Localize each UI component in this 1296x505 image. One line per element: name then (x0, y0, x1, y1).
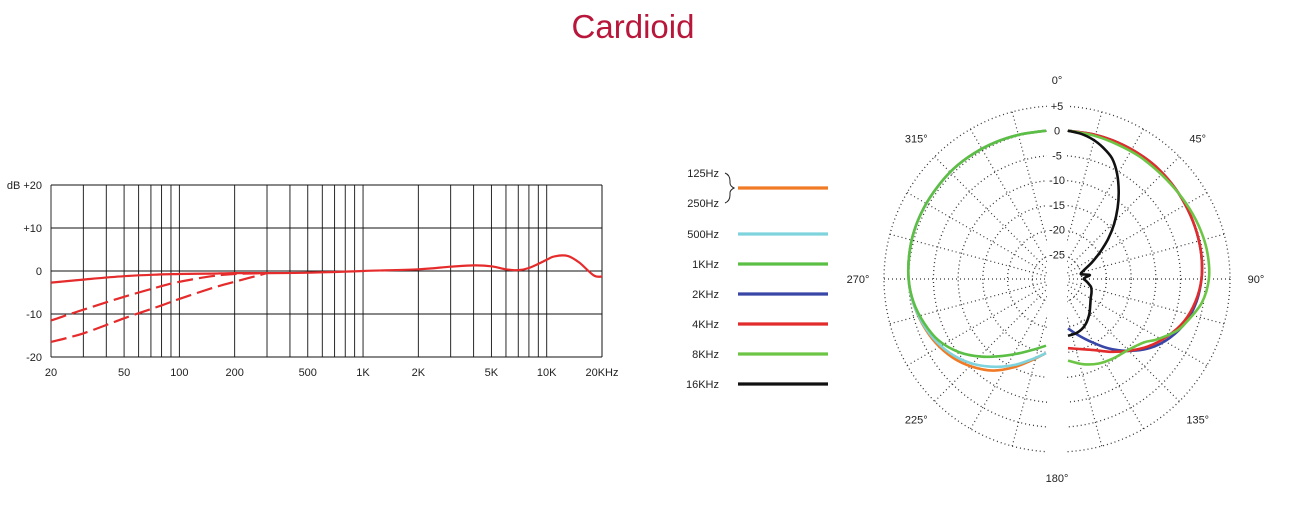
polar-spoke (889, 278, 1058, 325)
legend-brace (724, 172, 736, 204)
polar-spoke (906, 278, 1058, 367)
polar-labels: +5 0 -5 -10 -15 -20 -25 0° 45° 90° 135° 180° 225° 270… (847, 75, 1265, 485)
polar-ring (957, 179, 1157, 379)
chart-title: Cardioid (571, 8, 695, 45)
legend-label: 1KHz (692, 259, 719, 271)
polar-radial-label: -15 (1049, 200, 1065, 212)
legend-label: 8KHz (692, 349, 719, 361)
legend-label: 4KHz (692, 319, 719, 331)
x-tick-label: 2K (412, 367, 426, 379)
freq-series-2 (50, 272, 268, 343)
polar-legend: 125Hz 250Hz 500Hz 1KHz 2KHz 4KHz 8KHz 16KHz (686, 168, 828, 391)
freq-series-0 (50, 254, 603, 284)
polar-ring (932, 154, 1182, 404)
y-tick-label: -10 (26, 309, 42, 321)
polar-spoke (889, 233, 1058, 280)
polar-spoke (1056, 156, 1180, 280)
x-tick-label: 10K (537, 367, 557, 379)
x-tick-label: 1K (356, 367, 370, 379)
frequency-response-curves (50, 254, 603, 343)
freq-series-1 (50, 272, 268, 322)
polar-spoke (934, 278, 1058, 402)
x-tick-label: 5K (485, 367, 499, 379)
y-tick-label: -20 (26, 352, 42, 364)
polar-spoke (906, 191, 1058, 280)
x-tick-label: 200 (225, 367, 243, 379)
polar-center-band (1047, 98, 1067, 460)
polar-angle-label: 135° (1186, 415, 1209, 427)
polar-radial-label: -20 (1049, 225, 1065, 237)
polar-spoke (1056, 191, 1208, 280)
polar-angle-label: 180° (1046, 473, 1069, 485)
polar-spoke (969, 278, 1058, 430)
polar-spoke (1056, 278, 1225, 325)
polar-series-5 (1067, 129, 1211, 366)
polar-series-2 (906, 129, 1047, 359)
polar-radial-label: +5 (1051, 101, 1064, 113)
legend-label: 250Hz (687, 198, 719, 210)
polar-spoke (969, 128, 1058, 280)
x-tick-label: 500 (299, 367, 317, 379)
polar-radial-label: -25 (1049, 249, 1065, 261)
polar-angle-label: 315° (905, 133, 928, 145)
y-tick-label: dB +20 (7, 180, 42, 192)
x-tick-label: 20KHz (585, 367, 618, 379)
polar-spoke (1056, 128, 1145, 280)
polar-spoke (1056, 278, 1208, 367)
polar-angle-label: 45° (1189, 133, 1206, 145)
polar-angle-label: 270° (847, 274, 870, 286)
polar-series-6 (1067, 129, 1121, 338)
polar-spoke (1056, 278, 1145, 430)
polar-spoke (1056, 278, 1180, 402)
x-tick-label: 20 (45, 367, 57, 379)
polar-radial-label: -10 (1049, 175, 1065, 187)
polar-angle-label: 90° (1248, 274, 1265, 286)
polar-spoke (1056, 233, 1225, 280)
polar-radial-label: 0 (1054, 126, 1060, 138)
polar-radial-label: -5 (1052, 150, 1062, 162)
x-tick-label: 100 (170, 367, 188, 379)
legend-label: 500Hz (687, 229, 719, 241)
polar-curves (906, 129, 1211, 372)
legend-label: 2KHz (692, 289, 719, 301)
polar-angle-label: 0° (1052, 75, 1063, 87)
x-tick-label: 50 (118, 367, 130, 379)
polar-spoke (934, 156, 1058, 280)
y-tick-label: 0 (36, 266, 42, 278)
y-tick-label: +10 (23, 223, 42, 235)
polar-series-4 (1067, 129, 1204, 354)
frequency-response-labels: 20 50 100 200 500 1K 2K 5K 10K 20KHz dB +20 +10 0 -10… (7, 180, 619, 379)
legend-label: 16KHz (686, 379, 719, 391)
legend-label: 125Hz (687, 168, 719, 180)
polar-angle-label: 225° (905, 415, 928, 427)
